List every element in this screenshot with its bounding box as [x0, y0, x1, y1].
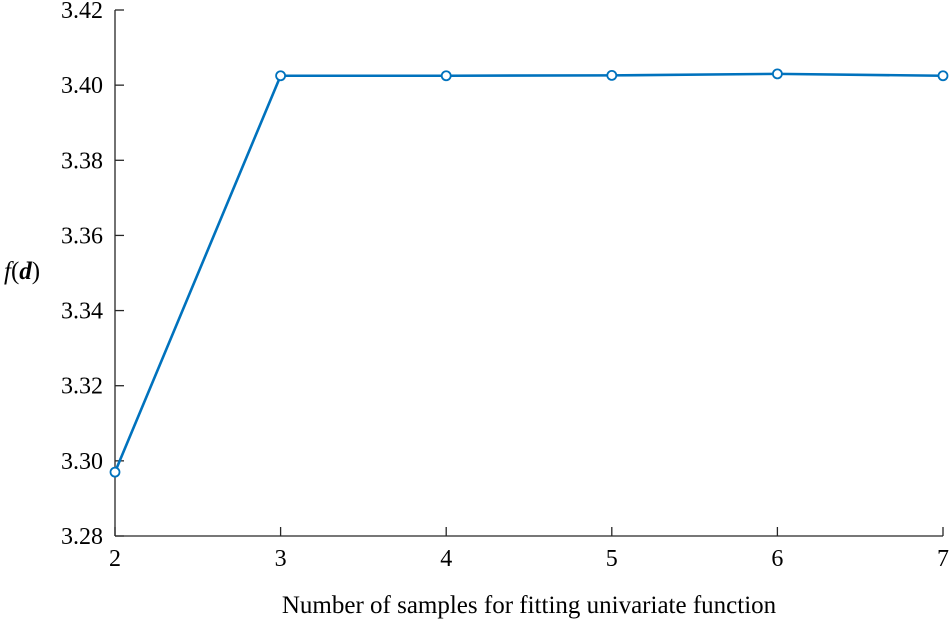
data-point-marker	[772, 68, 783, 80]
y-tick-label: 3.34	[61, 299, 103, 325]
x-tick-label: 4	[440, 546, 452, 572]
y-tick-label: 3.28	[61, 524, 103, 550]
y-tick-label: 3.36	[61, 223, 103, 249]
x-tick-label: 7	[937, 546, 949, 572]
data-line	[113, 72, 944, 473]
y-tick-label: 3.30	[61, 449, 103, 475]
data-point-marker	[275, 70, 287, 82]
data-point-marker	[937, 70, 949, 82]
x-axis-label: Number of samples for fitting univariate…	[281, 592, 777, 619]
x-tick-label: 3	[275, 546, 287, 572]
y-axis-label: f(d)	[4, 258, 40, 286]
data-point-marker	[440, 70, 452, 82]
data-point-marker	[109, 466, 121, 478]
y-axis-label-open-paren: (	[10, 258, 20, 285]
y-tick-label: 3.32	[61, 374, 103, 400]
y-tick-label: 3.40	[61, 73, 103, 99]
data-point-marker	[606, 69, 618, 81]
x-tick-label: 5	[606, 546, 618, 572]
y-axis-label-close-paren: )	[31, 258, 41, 285]
y-axis-label-d: d	[19, 258, 32, 285]
y-tick-label: 3.42	[61, 0, 103, 24]
y-tick-label: 3.38	[61, 148, 103, 174]
x-tick-label: 2	[109, 546, 121, 572]
x-tick-label: 6	[771, 546, 783, 572]
y-axis-label-f: f	[4, 258, 11, 285]
